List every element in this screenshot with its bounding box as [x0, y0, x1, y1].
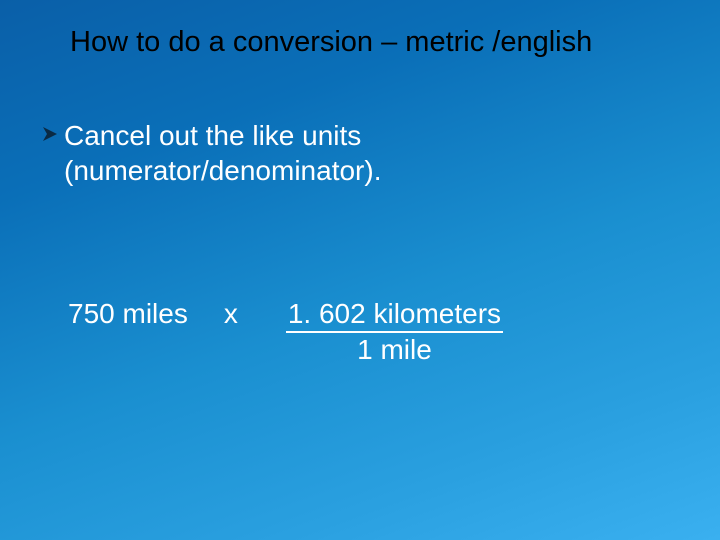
bullet-text: Cancel out the like units (numerator/den…	[64, 118, 680, 188]
equation-left-value: 750 miles	[68, 298, 188, 330]
arrow-bullet-icon	[42, 126, 58, 147]
conversion-equation: 750 miles x 1. 602 kilometers 1 mile	[68, 298, 680, 366]
bullet-item: Cancel out the like units (numerator/den…	[42, 118, 680, 188]
equation-fraction: 1. 602 kilometers 1 mile	[286, 298, 503, 366]
equation-denominator: 1 mile	[357, 333, 432, 366]
equation-numerator: 1. 602 kilometers	[286, 298, 503, 333]
equation-operator: x	[224, 298, 238, 330]
slide-title: How to do a conversion – metric /english	[70, 26, 690, 59]
